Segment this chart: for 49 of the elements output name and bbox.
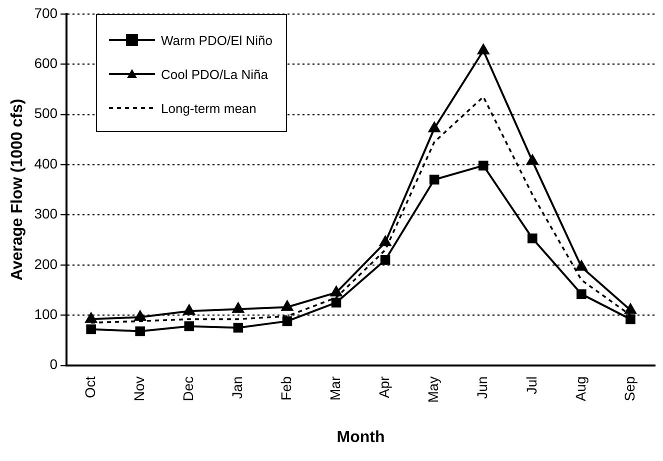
- point: [184, 321, 194, 332]
- point: [134, 310, 146, 321]
- point: [282, 316, 292, 326]
- point: [626, 314, 636, 324]
- x-tick-label: Mar: [327, 376, 344, 400]
- legend-label: Long-term mean: [161, 100, 256, 116]
- x-tick-label: Dec: [180, 376, 196, 402]
- point: [528, 233, 538, 244]
- point: [183, 304, 195, 315]
- y-axis-title: Average Flow (1000 cfs): [9, 98, 26, 281]
- point: [380, 236, 392, 246]
- legend-label: Cool PDO/La Niña: [161, 66, 268, 82]
- point: [331, 298, 342, 308]
- y-tick-label: 500: [34, 105, 58, 122]
- x-tick-label: Jul: [523, 376, 540, 394]
- x-tick-label: May: [425, 376, 442, 403]
- point: [281, 300, 293, 311]
- point: [135, 326, 146, 336]
- point: [380, 255, 390, 265]
- x-tick-label: Nov: [130, 376, 147, 402]
- y-tick-label: 400: [34, 155, 58, 172]
- point: [576, 260, 588, 271]
- point: [576, 289, 586, 299]
- y-tick-label: 100: [34, 306, 58, 322]
- y-tick-label: 700: [34, 4, 58, 21]
- y-tick-label: 300: [34, 206, 58, 222]
- point: [232, 302, 244, 313]
- point: [478, 44, 490, 54]
- y-tick-label: 0: [50, 356, 58, 372]
- point: [526, 154, 538, 165]
- x-tick-label: Oct: [82, 376, 98, 398]
- x-tick-label: Apr: [376, 376, 392, 398]
- point: [428, 122, 440, 132]
- point: [624, 304, 636, 314]
- point: [85, 312, 97, 323]
- point: [478, 160, 488, 170]
- point: [330, 286, 342, 296]
- legend-label: Warm PDO/El Niño: [161, 32, 272, 48]
- x-tick-label: Feb: [278, 376, 294, 400]
- x-axis-title: Month: [336, 428, 385, 446]
- point: [233, 322, 244, 333]
- x-tick-label: Aug: [572, 376, 588, 402]
- y-tick-label: 600: [34, 55, 58, 72]
- point: [429, 174, 440, 185]
- x-tick-label: Jun: [474, 376, 490, 399]
- x-tick-label: Jan: [229, 376, 246, 399]
- x-tick-label: Sep: [621, 376, 638, 402]
- point: [86, 324, 96, 334]
- y-tick-label: 200: [34, 256, 58, 272]
